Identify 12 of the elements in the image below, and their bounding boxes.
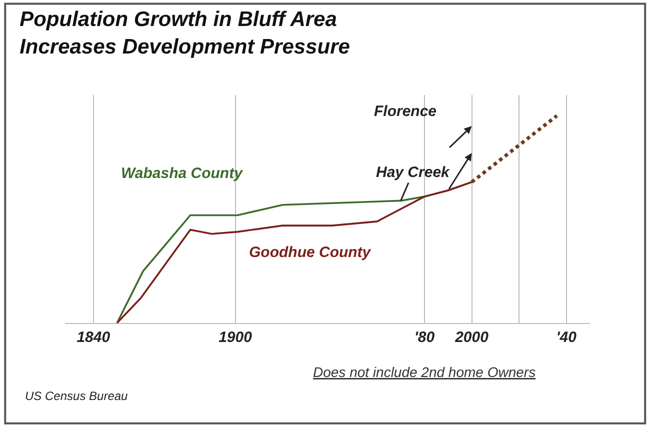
text: Does not include 2nd home Owners (313, 364, 536, 380)
annotation: Hay Creek (376, 164, 450, 181)
x-tick-label: '80 (414, 329, 436, 346)
text: Wabasha County (121, 165, 244, 182)
x-tick-label: 1840 (76, 329, 111, 346)
series-label: Goodhue County (249, 244, 372, 261)
x-tick-label: 2000 (454, 329, 490, 346)
chart-title: Population Growth in Bluff Area Increases Development Pressure (20, 8, 350, 58)
annotation: Florence (374, 103, 437, 120)
x-tick-label: '40 (556, 329, 578, 346)
x-tick-label: 1900 (218, 329, 253, 346)
text: US Census Bureau (25, 389, 128, 403)
